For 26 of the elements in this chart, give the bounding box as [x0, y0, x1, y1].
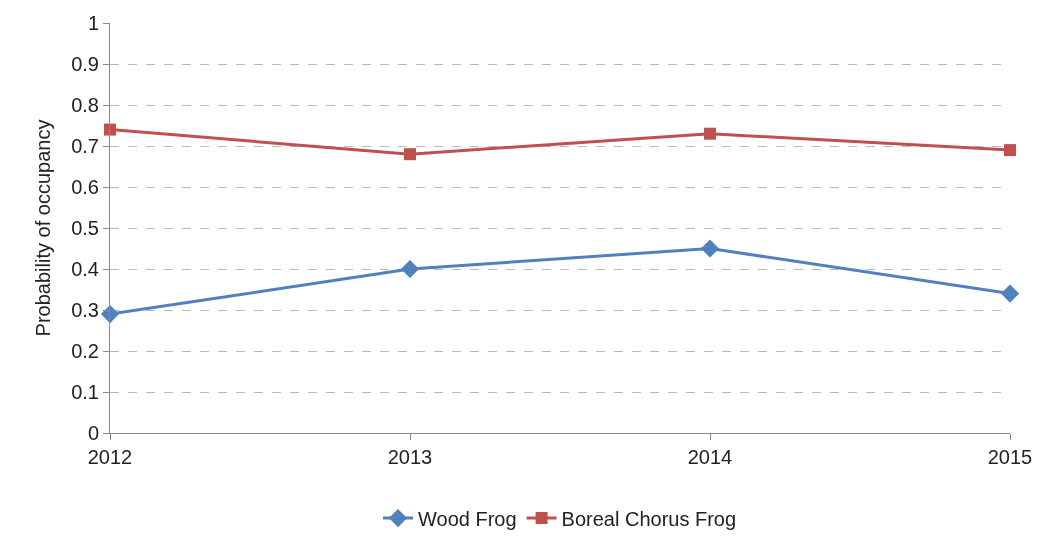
y-tick-label: 0.2 — [71, 340, 99, 362]
point — [704, 127, 716, 140]
y-tick-label: 0 — [87, 422, 99, 444]
x-tick-label: 2012 — [87, 446, 133, 468]
point — [1000, 284, 1020, 303]
x-tick-label: 2014 — [687, 446, 733, 468]
y-tick-label: 1 — [87, 12, 99, 34]
y-tick-label: 0.9 — [71, 53, 99, 75]
y-tick-label: 0.4 — [71, 258, 99, 280]
y-axis-title: Probability of occupancy — [31, 119, 54, 337]
point — [104, 123, 116, 136]
x-tick-label: 2015 — [987, 446, 1033, 468]
point — [100, 305, 120, 324]
y-tick-label: 0.8 — [71, 94, 99, 116]
point — [1004, 144, 1016, 157]
point — [400, 259, 420, 279]
x-tick-label: 2013 — [387, 446, 433, 468]
y-tick-label: 0.3 — [71, 299, 99, 321]
legend-label: Boreal Chorus Frog — [561, 507, 737, 530]
point — [404, 148, 416, 161]
legend-label: Wood Frog — [418, 507, 517, 530]
y-tick-label: 0.1 — [71, 381, 99, 403]
y-tick-label: 0.7 — [71, 135, 99, 157]
y-tick-label: 0.5 — [71, 217, 99, 239]
point — [700, 239, 720, 258]
y-tick-label: 0.6 — [71, 176, 99, 198]
